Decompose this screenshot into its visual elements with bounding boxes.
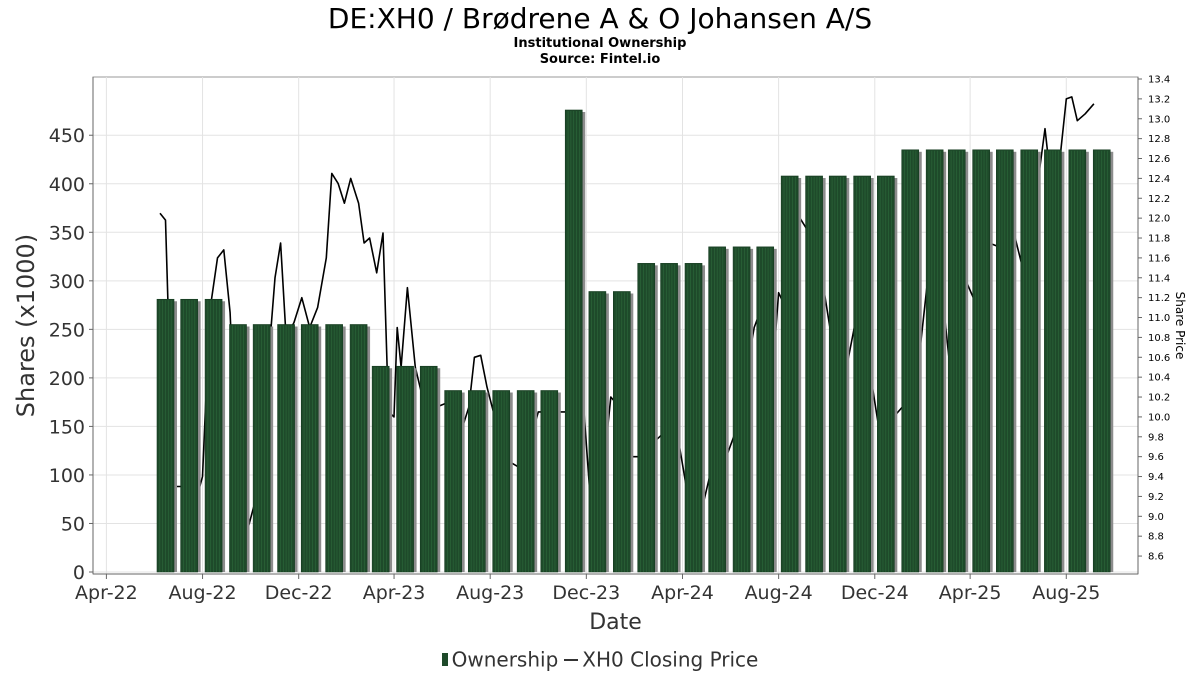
y2-tick-label: 11.8 [1148,234,1170,245]
ownership-bar [637,263,658,573]
y-tick-label: 350 [49,222,85,244]
y2-tick-label: 8.6 [1148,552,1164,563]
ownership-bar [1044,149,1065,573]
ownership-bar [277,324,298,573]
y2-tick-label: 11.0 [1148,313,1170,324]
ownership-bar [516,390,538,573]
y2-tick-label: 11.2 [1148,293,1170,304]
legend-ownership-label: Ownership [451,647,559,672]
x-tick-label: Aug-22 [168,582,236,604]
ownership-bar [805,175,826,573]
ownership-bar [1092,149,1114,573]
y2-tick-label: 9.6 [1148,452,1164,463]
y-tick-label: 50 [61,513,85,535]
ownership-bar [877,175,898,573]
y2-tick-label: 9.8 [1148,432,1164,443]
ownership-bar [540,390,561,573]
legend-price-swatch [564,658,579,661]
y2-tick-label: 13.0 [1148,114,1170,125]
y2-tick-label: 10.6 [1148,353,1170,364]
ownership-bar [780,175,802,573]
ownership-bar [1068,149,1089,573]
ownership-bar [756,246,777,573]
y-tick-label: 450 [49,125,85,147]
y2-tick-label: 12.6 [1148,154,1170,165]
y-tick-label: 0 [73,562,85,584]
x-tick-label: Apr-23 [363,582,426,604]
y2-tick-label: 8.8 [1148,532,1164,543]
y-tick-label: 300 [49,271,85,293]
ownership-bar [613,291,634,573]
chart-subtitle: Institutional Ownership [513,36,687,51]
ownership-bar [660,263,681,573]
y-tick-label: 200 [49,368,85,390]
legend-ownership-swatch [441,653,448,666]
y-axis-title: Shares (x1000) [12,234,40,417]
ownership-bar [947,149,969,573]
x-tick-label: Dec-22 [265,582,333,604]
y2-axis-title: Share Price [1173,292,1187,360]
y2-tick-label: 10.4 [1148,373,1170,384]
ownership-bar [180,298,201,573]
y-tick-label: 100 [49,465,85,487]
chart-source: Source: Fintel.io [539,52,661,67]
x-tick-label: Aug-25 [1032,582,1100,604]
chart-title: DE:XH0 / Brødrene A & O Johansen A/S [327,2,873,35]
y-tick-label: 250 [49,319,85,341]
ownership-bar [229,324,250,573]
y2-tick-label: 11.4 [1148,273,1170,284]
ownership-bar [325,324,346,573]
y2-tick-label: 12.4 [1148,174,1170,185]
ownership-bar [371,365,393,573]
ownership-bar [901,149,922,573]
y2-tick-label: 9.4 [1148,472,1164,483]
ownership-bar [156,298,178,573]
ownership-bar [419,365,441,573]
ownership-bar [684,263,706,573]
ownership-bar [252,324,274,573]
y2-tick-label: 13.4 [1148,75,1170,86]
ownership-bar [853,175,874,573]
y2-tick-label: 9.2 [1148,492,1164,503]
ownership-bar [732,246,754,573]
y2-tick-label: 11.6 [1148,253,1170,264]
y-tick-label: 400 [49,174,85,196]
x-tick-label: Apr-22 [75,582,138,604]
y2-tick-label: 10.2 [1148,393,1170,404]
ownership-bar [1020,149,1041,573]
ownership-bar [444,390,465,573]
y-tick-label: 150 [49,416,85,438]
ownership-bar [828,175,850,573]
y2-tick-label: 12.2 [1148,194,1170,205]
x-tick-label: Aug-24 [745,582,813,604]
x-tick-label: Apr-25 [939,582,1002,604]
ownership-bar [708,246,729,573]
ownership-bar [925,149,947,573]
ownership-bar [996,149,1017,573]
ownership-bar [564,109,586,573]
ownership-bar [396,365,417,573]
ownership-bar [467,390,489,573]
x-axis-title: Date [589,610,642,635]
y2-tick-label: 13.2 [1148,94,1170,105]
y2-tick-label: 10.8 [1148,333,1170,344]
legend-price-label: XH0 Closing Price [582,647,759,672]
x-tick-label: Aug-23 [456,582,524,604]
legend: Ownership XH0 Closing Price [0,646,1200,672]
x-tick-label: Dec-23 [552,582,620,604]
ownership-bar [972,149,993,573]
y2-tick-label: 10.0 [1148,412,1170,423]
ownership-bar [492,390,513,573]
x-tick-label: Dec-24 [841,582,909,604]
y2-tick-label: 9.0 [1148,512,1164,523]
ownership-bar [300,324,322,573]
ownership-bar [204,298,226,573]
y2-tick-label: 12.0 [1148,214,1170,225]
ownership-bar [588,291,609,573]
ownership-bar [349,324,371,573]
y2-tick-label: 12.8 [1148,134,1170,145]
x-tick-label: Apr-24 [651,582,714,604]
